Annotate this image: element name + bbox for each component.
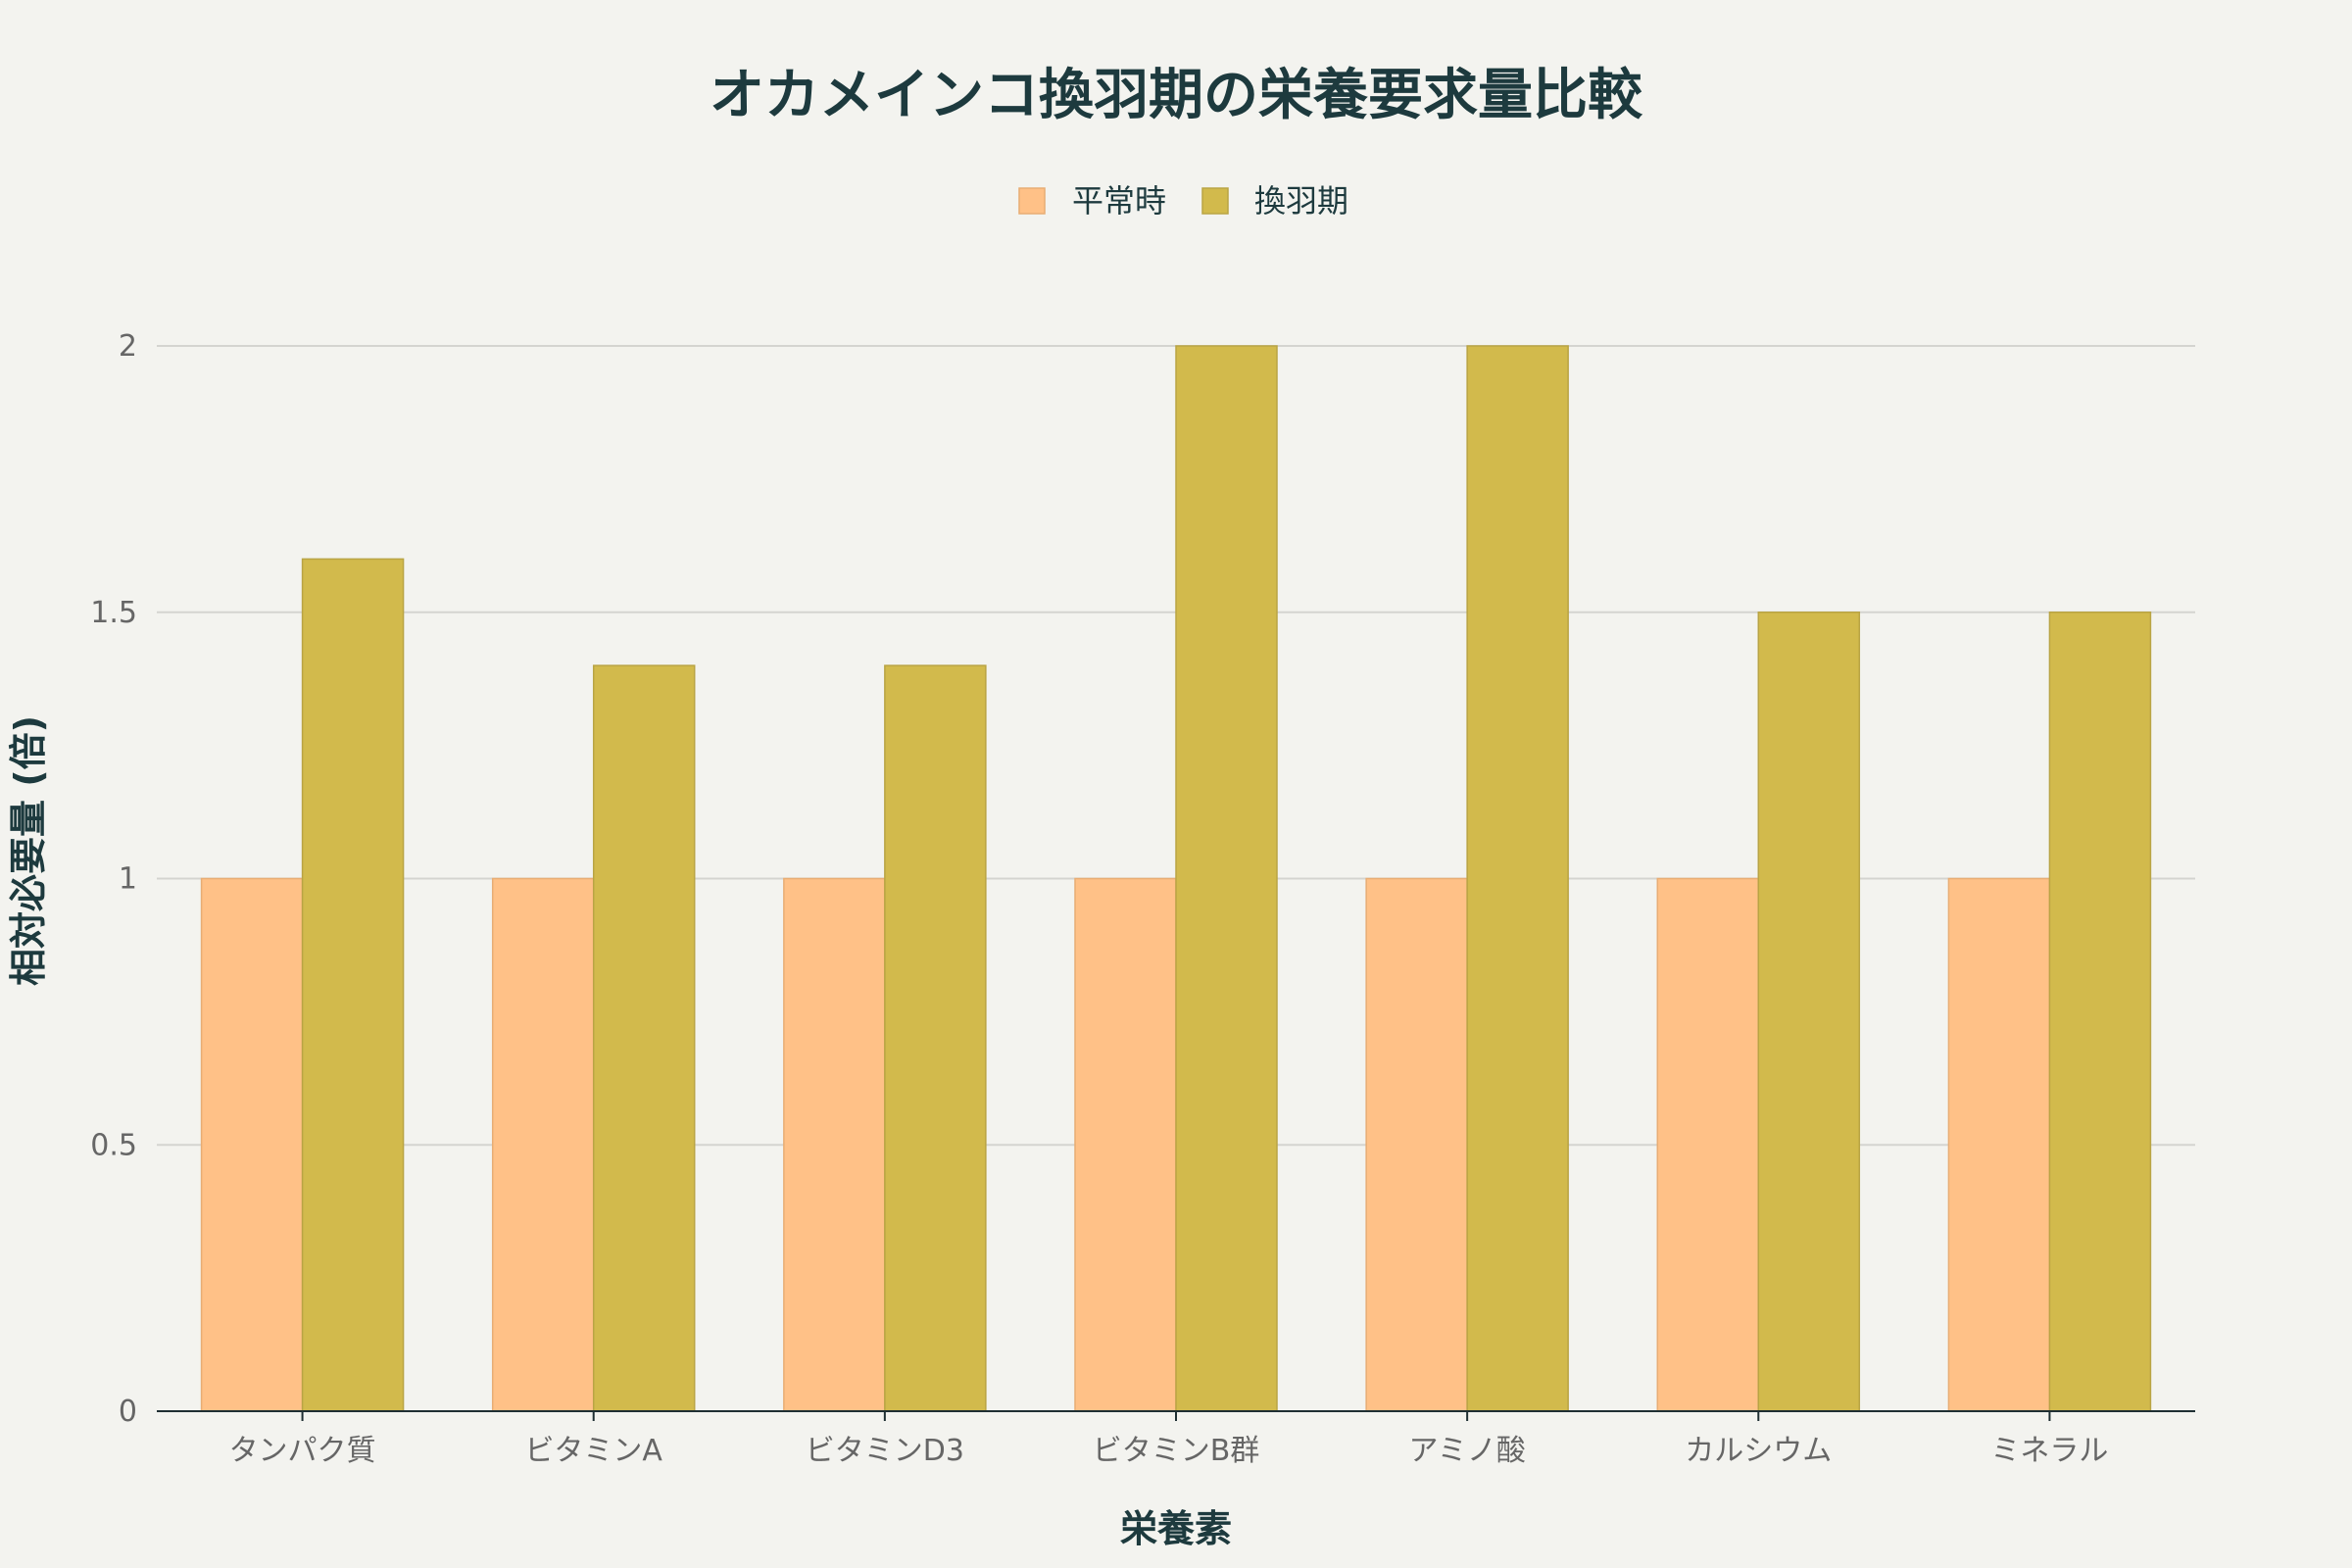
bar-normal-5: [1656, 877, 1760, 1412]
y-tick-label: 1: [119, 862, 137, 897]
bar-normal-0: [200, 877, 304, 1412]
x-axis: タンパク質 ビタミンA ビタミンD3 ビタミンB群 アミノ酸 カルシウム ミネラル: [157, 1410, 2195, 1468]
bar-normal-1: [491, 877, 595, 1412]
bar-molting-1: [592, 664, 696, 1412]
bar-normal-3: [1074, 877, 1177, 1412]
bar-molting-0: [301, 558, 405, 1412]
bar-molting-5: [1757, 612, 1861, 1412]
x-tick-label: ミネラル: [1990, 1434, 2108, 1468]
legend: 平常時 換羽期: [1018, 182, 1348, 220]
legend-label-molting[interactable]: 換羽期: [1254, 182, 1348, 220]
x-axis-title: 栄養素: [1120, 1507, 1232, 1550]
bar-normal-4: [1365, 877, 1468, 1412]
x-tick-label: アミノ酸: [1408, 1434, 1525, 1468]
bar-molting-6: [2048, 612, 2152, 1412]
legend-swatch-molting[interactable]: [1201, 187, 1229, 215]
y-tick-label: 1.5: [90, 596, 137, 630]
x-tick-label: タンパク質: [229, 1434, 376, 1468]
bars: [200, 345, 2152, 1412]
y-tick-label: 2: [119, 329, 137, 364]
x-tick-label: カルシウム: [1685, 1434, 1832, 1468]
x-tick-label: ビタミンD3: [806, 1434, 964, 1468]
y-tick-label: 0.5: [90, 1128, 137, 1162]
y-axis-title: 相対必要量 (倍): [7, 715, 50, 986]
bar-molting-2: [884, 664, 987, 1412]
legend-label-normal[interactable]: 平常時: [1072, 182, 1166, 220]
y-tick-label: 0: [119, 1395, 137, 1429]
bar-normal-6: [1947, 877, 2051, 1412]
chart-title: オカメインコ換羽期の栄養要求量比較: [710, 64, 1643, 127]
x-tick-label: ビタミンB群: [1093, 1434, 1260, 1468]
bar-molting-4: [1466, 345, 1569, 1412]
legend-swatch-normal[interactable]: [1018, 187, 1046, 215]
y-axis: 0 0.5 1 1.5 2: [90, 329, 137, 1429]
bar-molting-3: [1175, 345, 1278, 1412]
x-tick-label: ビタミンA: [524, 1434, 662, 1468]
bar-normal-2: [783, 877, 886, 1412]
